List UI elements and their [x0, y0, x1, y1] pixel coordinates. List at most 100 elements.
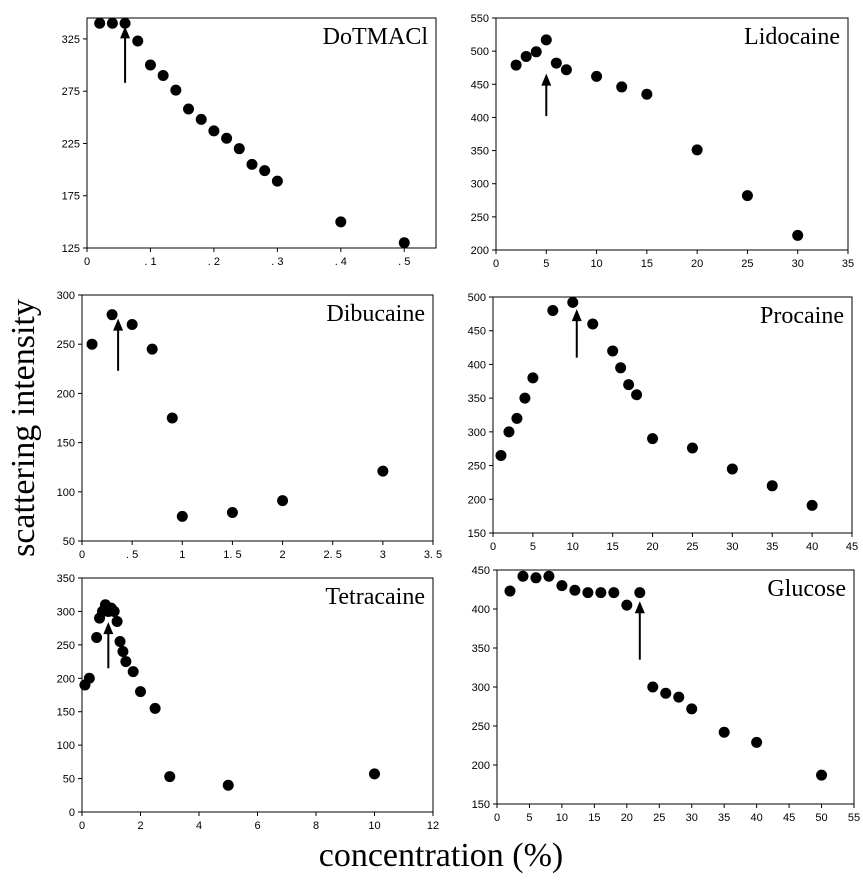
lidocaine-x-tick-label: 10 [590, 258, 602, 270]
glucose-data-point [673, 691, 685, 703]
dotmacl-x-tick-label: . 1 [144, 256, 156, 268]
dibucaine-data-point [126, 319, 138, 331]
lidocaine-data-point [520, 50, 532, 62]
glucose-data-point [686, 703, 698, 715]
procaine-data-point [726, 463, 738, 475]
tetracaine-panel-title: Tetracaine [325, 584, 425, 610]
procaine-data-point [766, 480, 778, 492]
procaine-data-point [519, 392, 531, 404]
tetracaine-x-tick-label: 8 [313, 820, 319, 832]
lidocaine-y-tick-label: 450 [471, 79, 489, 91]
lidocaine-data-point [550, 57, 562, 69]
tetracaine-data-point [120, 656, 132, 668]
tetracaine-plot-frame [81, 577, 434, 813]
tetracaine-x-tick-label: 12 [427, 820, 439, 832]
lidocaine-x-tick-label: 25 [741, 258, 753, 270]
glucose-x-tick-label: 40 [751, 812, 763, 824]
dotmacl-data-point [259, 165, 271, 177]
dibucaine-x-tick-label: 2 [280, 549, 286, 561]
dotmacl-data-point [246, 158, 258, 170]
tetracaine-y-tick-label: 250 [57, 640, 75, 652]
procaine-y-tick-label: 350 [468, 393, 486, 405]
procaine-x-tick-label: 30 [726, 541, 738, 553]
dotmacl-y-tick-label: 125 [62, 243, 80, 255]
glucose-y-tick-label: 200 [472, 760, 490, 772]
tetracaine-x-tick-label: 6 [254, 820, 260, 832]
glucose-y-tick-label: 150 [472, 799, 490, 811]
procaine-data-point [495, 449, 507, 461]
procaine-x-tick-label: 40 [806, 541, 818, 553]
lidocaine-data-point [510, 59, 522, 71]
glucose-x-tick-label: 30 [686, 812, 698, 824]
lidocaine-x-tick-label: 20 [691, 258, 703, 270]
procaine-data-point [631, 389, 643, 401]
dibucaine-data-point [166, 412, 178, 424]
dotmacl-panel-title: DoTMACl [323, 24, 429, 50]
dotmacl-data-point [398, 237, 410, 249]
dotmacl-x-tick-label: . 3 [271, 256, 283, 268]
lidocaine-arrow-head [541, 73, 552, 86]
lidocaine-y-tick-label: 250 [471, 212, 489, 224]
dotmacl-y-tick-label: 325 [62, 34, 80, 46]
lidocaine-data-point [641, 88, 653, 100]
dibucaine-data-point [146, 343, 158, 355]
lidocaine-data-point [616, 81, 628, 93]
dibucaine-x-tick-label: 0 [79, 549, 85, 561]
glucose-y-tick-label: 250 [472, 721, 490, 733]
dotmacl-x-tick-label: . 2 [208, 256, 220, 268]
dotmacl-data-point [233, 143, 245, 155]
lidocaine-plot-frame [495, 17, 849, 251]
tetracaine-x-tick-label: 10 [368, 820, 380, 832]
dibucaine-data-point [226, 506, 238, 518]
dotmacl-data-point [195, 113, 207, 125]
procaine-x-tick-label: 25 [686, 541, 698, 553]
dotmacl-data-point [335, 216, 347, 228]
tetracaine-data-point [117, 646, 129, 658]
tetracaine-data-point [111, 615, 123, 627]
glucose-data-point [582, 587, 594, 599]
dotmacl-y-tick-label: 225 [62, 138, 80, 150]
dibucaine-y-tick-label: 200 [57, 388, 75, 400]
glucose-y-tick-label: 350 [472, 643, 490, 655]
lidocaine-x-tick-label: 5 [543, 258, 549, 270]
tetracaine-data-point [369, 768, 380, 780]
dibucaine-x-tick-label: 3 [380, 549, 386, 561]
dibucaine-x-tick-label: 1 [179, 549, 185, 561]
dotmacl-data-point [271, 175, 283, 187]
dibucaine-y-tick-label: 250 [57, 339, 75, 351]
glucose-arrow-head [634, 601, 645, 614]
dotmacl-plot-frame [86, 17, 437, 249]
dotmacl-x-tick-label: 0 [84, 256, 90, 268]
tetracaine-y-tick-label: 200 [57, 673, 75, 685]
glucose-data-point [569, 584, 581, 596]
lidocaine-data-point [792, 229, 804, 241]
dibucaine-data-point [277, 495, 289, 507]
dotmacl-y-tick-label: 175 [62, 191, 80, 203]
tetracaine-x-tick-label: 4 [196, 820, 202, 832]
dibucaine-x-tick-label: 2. 5 [324, 549, 342, 561]
tetracaine-y-tick-label: 300 [57, 606, 75, 618]
dotmacl-data-point [157, 70, 169, 81]
dotmacl-x-tick-label: . 4 [335, 256, 347, 268]
procaine-arrow-head [571, 309, 582, 322]
glucose-x-tick-label: 50 [815, 812, 827, 824]
lidocaine-x-tick-label: 35 [842, 258, 854, 270]
glucose-x-tick-label: 15 [588, 812, 600, 824]
dotmacl-data-point [132, 35, 144, 47]
lidocaine-x-tick-label: 0 [493, 258, 499, 270]
dotmacl-data-point [208, 125, 220, 137]
procaine-data-point [547, 304, 559, 316]
procaine-y-tick-label: 150 [468, 528, 486, 540]
procaine-y-tick-label: 400 [468, 359, 486, 371]
procaine-y-tick-label: 200 [468, 494, 486, 506]
glucose-data-point [608, 587, 620, 599]
dibucaine-data-point [176, 510, 188, 522]
procaine-x-tick-label: 10 [567, 541, 579, 553]
tetracaine-x-tick-label: 0 [79, 820, 85, 832]
lidocaine-y-tick-label: 400 [471, 112, 489, 124]
dotmacl-data-point [119, 17, 131, 29]
y-axis-title: scattering intensity [5, 299, 42, 557]
glucose-y-tick-label: 450 [472, 565, 490, 577]
dibucaine-data-point [106, 309, 118, 321]
